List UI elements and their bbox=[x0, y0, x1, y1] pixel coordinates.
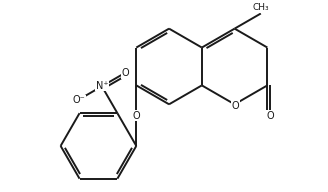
Text: O⁻: O⁻ bbox=[72, 95, 85, 105]
Text: O: O bbox=[121, 68, 129, 78]
Text: O: O bbox=[266, 111, 274, 121]
Text: O: O bbox=[133, 111, 140, 121]
Text: N⁺: N⁺ bbox=[95, 81, 108, 91]
Text: O: O bbox=[232, 101, 239, 111]
Text: CH₃: CH₃ bbox=[253, 3, 269, 12]
